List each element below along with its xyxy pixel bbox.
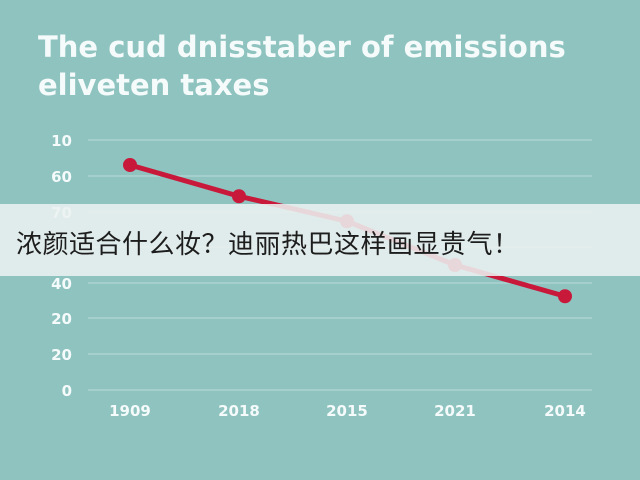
y-tick-label: 20 [51,310,72,328]
x-tick-label: 2014 [544,402,586,420]
x-tick-label: 2018 [218,402,260,420]
chart-title-line-2: eliveten taxes [38,68,270,102]
x-axis-ticks: 1909 2018 2015 2021 2014 [109,402,586,420]
caption-text: 浓颜适合什么妆？迪丽热巴这样画显贵气！ [16,230,520,260]
y-tick-label: 60 [51,168,72,186]
x-tick-label: 2021 [434,402,476,420]
series-line-segment [127,162,242,199]
caption-banner: 浓颜适合什么妆？迪丽热巴这样画显贵气！ [0,204,640,276]
chart-title: The cud dnisstaber of emissions eliveten… [38,28,566,104]
data-point [123,158,137,172]
x-tick-label: 1909 [109,402,151,420]
y-tick-label: 40 [51,275,72,293]
data-point [232,189,246,204]
chart-title-line-1: The cud dnisstaber of emissions [38,30,566,64]
y-tick-label: 0 [62,382,72,400]
y-tick-label: 10 [51,132,72,150]
data-point [558,289,572,304]
y-tick-label: 20 [51,346,72,364]
x-tick-label: 2015 [326,402,368,420]
